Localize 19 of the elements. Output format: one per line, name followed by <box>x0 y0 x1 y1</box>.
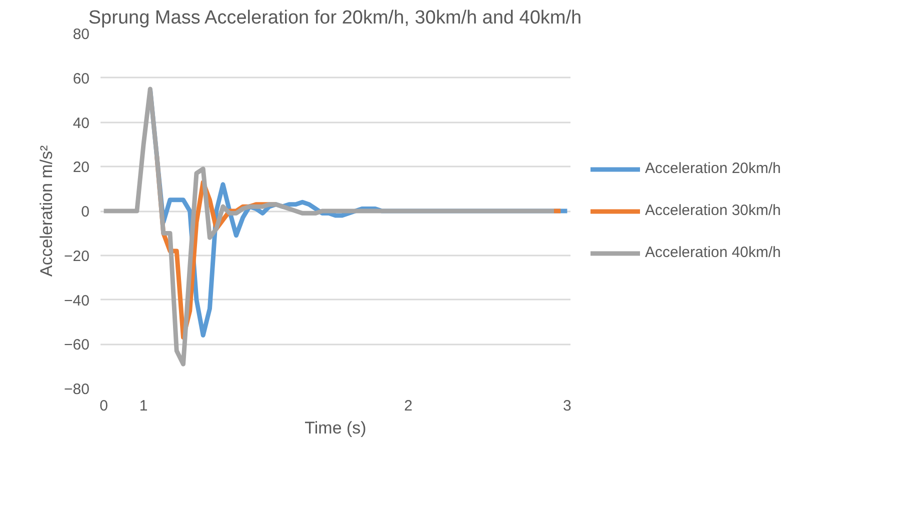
y-tick-label: 40 <box>72 114 90 132</box>
y-tick-label: −40 <box>64 292 90 310</box>
y-tick-label: −20 <box>64 248 90 265</box>
chart-title: Sprung Mass Acceleration for 20km/h, 30km/h and 40km/h <box>88 8 582 28</box>
x-tick-label: 2 <box>404 398 412 414</box>
y-tick-label: 20 <box>72 159 90 176</box>
y-axis-title: Acceleration m/s² <box>37 145 56 277</box>
y-tick-label: 80 <box>72 26 90 43</box>
legend-label: Acceleration 40km/h <box>645 244 781 261</box>
y-tick-label: 60 <box>72 70 90 88</box>
y-tick-label: −80 <box>64 381 90 398</box>
legend-label: Acceleration 30km/h <box>645 202 781 219</box>
x-tick-label: 0 <box>100 398 108 414</box>
y-tick-label: 0 <box>81 204 90 220</box>
legend-label: Acceleration 20km/h <box>645 160 781 177</box>
x-axis-title: Time (s) <box>304 418 366 438</box>
x-tick-label: 1 <box>139 398 148 414</box>
x-tick-label: 3 <box>563 398 572 414</box>
y-tick-label: −60 <box>64 336 90 354</box>
